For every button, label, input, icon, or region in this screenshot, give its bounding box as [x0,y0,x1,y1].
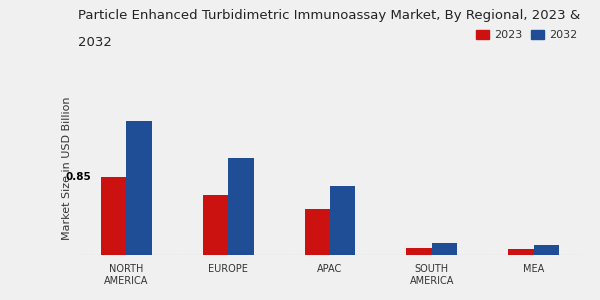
Y-axis label: Market Size in USD Billion: Market Size in USD Billion [62,96,73,240]
Bar [228,158,254,255]
Bar [533,245,559,255]
Legend: 2023, 2032: 2023, 2032 [472,26,581,45]
Text: Particle Enhanced Turbidimetric Immunoassay Market, By Regional, 2023 &: Particle Enhanced Turbidimetric Immunoas… [78,9,580,22]
Text: 0.85: 0.85 [65,172,91,182]
Bar [330,186,355,255]
Bar [203,195,228,255]
Bar [406,248,432,255]
Text: 2032: 2032 [78,36,112,49]
Bar [432,243,457,255]
Bar [127,121,152,255]
Bar [101,176,127,255]
Bar [305,209,330,255]
Bar [508,250,533,255]
